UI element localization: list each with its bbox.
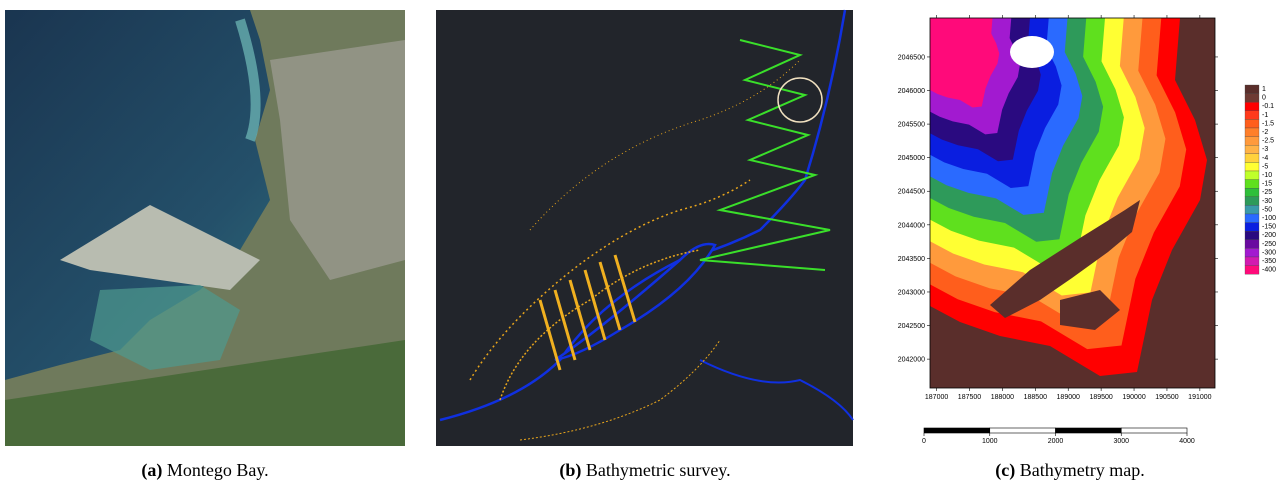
satellite-image bbox=[5, 10, 405, 446]
legend-swatch bbox=[1245, 111, 1259, 120]
scalebar-segment bbox=[990, 428, 1056, 433]
legend-label: -200 bbox=[1262, 232, 1276, 239]
legend-label: -350 bbox=[1262, 258, 1276, 265]
legend-label: -3 bbox=[1262, 146, 1268, 153]
legend-label: -1 bbox=[1262, 112, 1268, 119]
y-tick-label: 2043000 bbox=[898, 289, 925, 296]
x-tick-label: 189000 bbox=[1057, 394, 1080, 401]
legend-label: -2.5 bbox=[1262, 138, 1274, 145]
y-tick-label: 2045500 bbox=[898, 122, 925, 129]
x-tick-label: 188500 bbox=[1024, 394, 1047, 401]
figure: (a) Montego Bay. (b) Bathymetric survey.… bbox=[0, 0, 1283, 488]
legend-label: -300 bbox=[1262, 249, 1276, 256]
legend-swatch bbox=[1245, 214, 1259, 223]
caption: (a) Montego Bay. bbox=[141, 460, 268, 481]
legend-swatch bbox=[1245, 197, 1259, 206]
scalebar-label: 0 bbox=[922, 438, 926, 445]
legend-label: -400 bbox=[1262, 267, 1276, 274]
legend-swatch bbox=[1245, 180, 1259, 189]
y-tick-label: 2042500 bbox=[898, 323, 925, 330]
survey-plot bbox=[436, 10, 853, 446]
legend-label: -50 bbox=[1262, 206, 1272, 213]
scalebar-segment bbox=[924, 428, 990, 433]
legend-swatch bbox=[1245, 119, 1259, 128]
y-tick-label: 2045000 bbox=[898, 155, 925, 162]
legend-swatch bbox=[1245, 171, 1259, 180]
scalebar-label: 2000 bbox=[1048, 438, 1064, 445]
legend-label: -250 bbox=[1262, 241, 1276, 248]
legend-label: -1.5 bbox=[1262, 120, 1274, 127]
legend-label: -10 bbox=[1262, 172, 1272, 179]
scalebar-label: 3000 bbox=[1113, 438, 1129, 445]
legend-swatch bbox=[1245, 248, 1259, 257]
scalebar-label: 1000 bbox=[982, 438, 998, 445]
legend-swatch bbox=[1245, 128, 1259, 137]
legend-label: -30 bbox=[1262, 198, 1272, 205]
x-tick-label: 188000 bbox=[991, 394, 1014, 401]
legend-swatch bbox=[1245, 240, 1259, 249]
legend-label: -15 bbox=[1262, 181, 1272, 188]
y-tick-label: 2046500 bbox=[898, 54, 925, 61]
legend-swatch bbox=[1245, 154, 1259, 163]
legend-label: -150 bbox=[1262, 224, 1276, 231]
captions: (a) Montego Bay. (b) Bathymetric survey.… bbox=[141, 460, 1144, 481]
legend-label: 1 bbox=[1262, 86, 1266, 93]
legend-swatch bbox=[1245, 94, 1259, 103]
legend-swatch bbox=[1245, 266, 1259, 275]
bathymetry-map bbox=[930, 18, 1215, 388]
legend-label: -100 bbox=[1262, 215, 1276, 222]
scalebar-label: 4000 bbox=[1179, 438, 1195, 445]
x-tick-label: 190500 bbox=[1155, 394, 1178, 401]
legend-swatch bbox=[1245, 137, 1259, 146]
legend-swatch bbox=[1245, 162, 1259, 171]
legend-swatch bbox=[1245, 231, 1259, 240]
x-tick-label: 187000 bbox=[925, 394, 948, 401]
caption: (b) Bathymetric survey. bbox=[559, 460, 730, 481]
legend-label: -0.1 bbox=[1262, 103, 1274, 110]
legend-swatch bbox=[1245, 102, 1259, 111]
scalebar-segment bbox=[1056, 428, 1122, 433]
x-tick-label: 189500 bbox=[1089, 394, 1112, 401]
y-tick-label: 2044000 bbox=[898, 222, 925, 229]
x-tick-label: 190000 bbox=[1122, 394, 1145, 401]
legend-label: -2 bbox=[1262, 129, 1268, 136]
legend-label: -5 bbox=[1262, 163, 1268, 170]
x-tick-label: 191000 bbox=[1188, 394, 1211, 401]
legend-swatch bbox=[1245, 223, 1259, 232]
scalebar-segment bbox=[1121, 428, 1187, 433]
legend-swatch bbox=[1245, 257, 1259, 266]
x-tick-label: 187500 bbox=[958, 394, 981, 401]
y-tick-label: 2042000 bbox=[898, 357, 925, 364]
legend-label: -4 bbox=[1262, 155, 1268, 162]
caption: (c) Bathymetry map. bbox=[995, 460, 1144, 481]
legend-swatch bbox=[1245, 188, 1259, 197]
legend-swatch bbox=[1245, 85, 1259, 94]
legend-swatch bbox=[1245, 145, 1259, 154]
y-tick-label: 2043500 bbox=[898, 256, 925, 263]
legend-swatch bbox=[1245, 205, 1259, 214]
page: {"panels": [ {"label": "(a)", "caption":… bbox=[0, 0, 1283, 488]
legend-label: -25 bbox=[1262, 189, 1272, 196]
y-tick-label: 2046000 bbox=[898, 88, 925, 95]
legend-label: 0 bbox=[1262, 95, 1266, 102]
y-tick-label: 2044500 bbox=[898, 189, 925, 196]
